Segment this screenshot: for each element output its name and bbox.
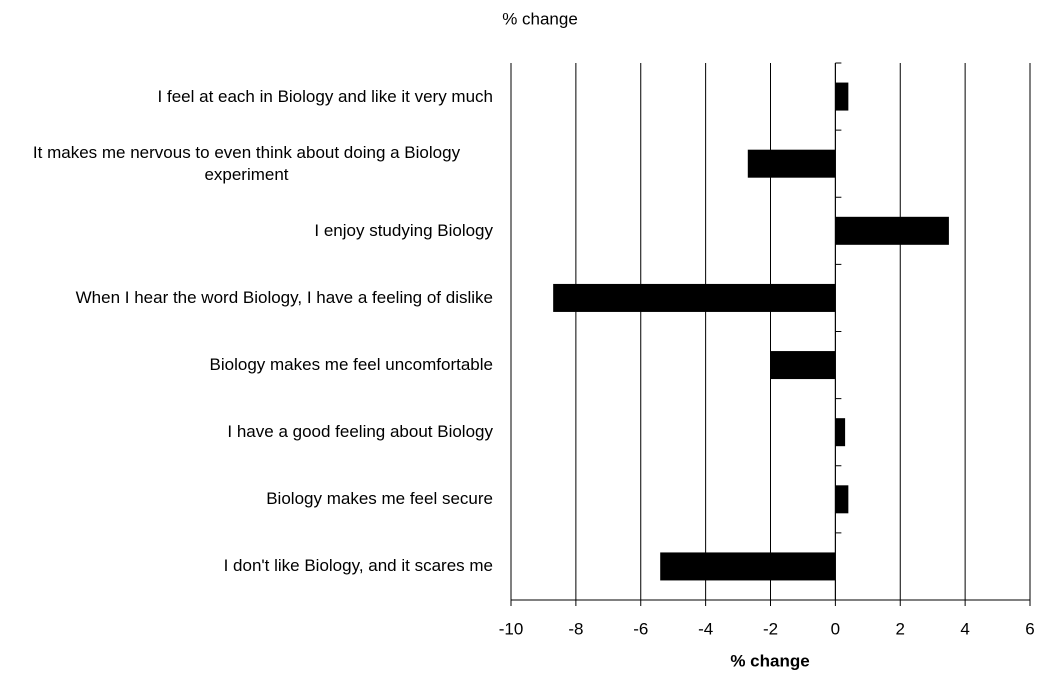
x-axis-title: % change xyxy=(730,651,809,670)
x-tick-label: -10 xyxy=(499,619,524,638)
y-tick-label: I enjoy studying Biology xyxy=(314,220,493,240)
y-tick-label: When I hear the word Biology, I have a f… xyxy=(75,287,493,307)
chart-title: % change xyxy=(502,9,578,28)
x-tick-label: -6 xyxy=(633,619,648,638)
y-tick-label-box: Biology makes me feel secure xyxy=(0,469,493,529)
x-tick-label: -2 xyxy=(763,619,778,638)
x-tick-label: -4 xyxy=(698,619,713,638)
bar xyxy=(660,552,836,581)
x-tick-label: 0 xyxy=(831,619,840,638)
bar xyxy=(835,418,846,447)
bar xyxy=(747,149,836,178)
bar xyxy=(835,485,849,514)
x-tick-label: -8 xyxy=(568,619,583,638)
y-tick-label: Biology makes me feel uncomfortable xyxy=(209,355,493,375)
x-tick-label: 4 xyxy=(960,619,969,638)
y-tick-label: I feel at each in Biology and like it ve… xyxy=(157,86,493,106)
y-tick-label: Biology makes me feel secure xyxy=(266,489,493,509)
x-tick-label: 2 xyxy=(896,619,905,638)
y-tick-label: I don't like Biology, and it scares me xyxy=(223,556,493,576)
y-tick-label-box: I have a good feeling about Biology xyxy=(0,402,493,462)
bar xyxy=(553,283,836,312)
bar xyxy=(835,82,849,111)
y-tick-label-box: I feel at each in Biology and like it ve… xyxy=(0,67,493,127)
x-tick-label: 6 xyxy=(1025,619,1034,638)
y-tick-label-box: Biology makes me feel uncomfortable xyxy=(0,335,493,395)
y-tick-label-box: I don't like Biology, and it scares me xyxy=(0,536,493,596)
y-tick-label: It makes me nervous to even think about … xyxy=(32,142,461,184)
bar xyxy=(835,216,949,245)
y-tick-label-box: I enjoy studying Biology xyxy=(0,201,493,261)
y-tick-label: I have a good feeling about Biology xyxy=(227,422,493,442)
bar xyxy=(770,351,836,380)
y-tick-label-box: It makes me nervous to even think about … xyxy=(0,134,493,194)
y-tick-label-box: When I hear the word Biology, I have a f… xyxy=(0,268,493,328)
